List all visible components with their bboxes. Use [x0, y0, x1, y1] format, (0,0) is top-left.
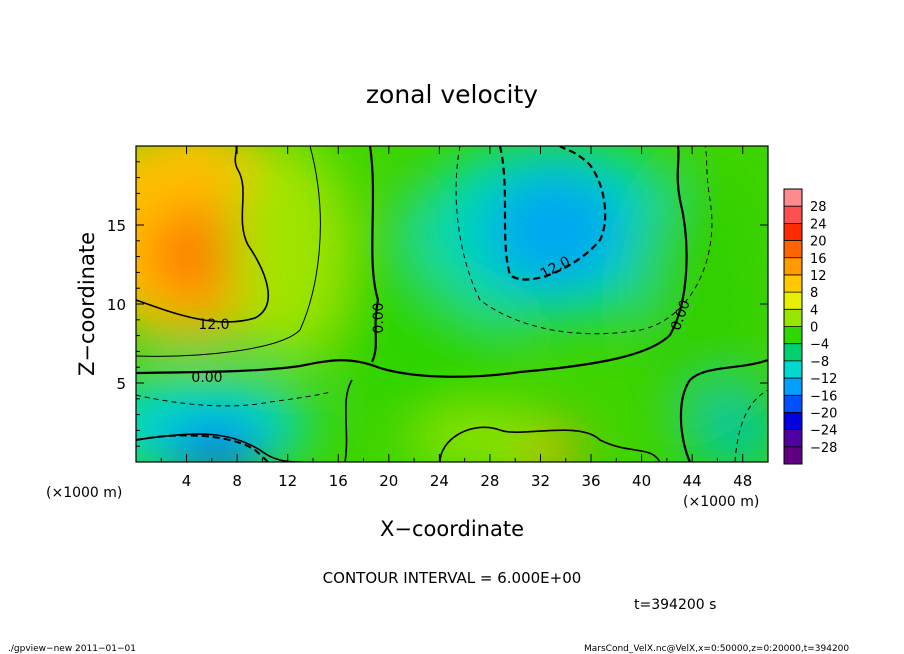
y-axis-title: Z−coordinate [75, 232, 99, 376]
contour-label: 0.00 [191, 370, 222, 386]
plus12-contour [136, 146, 270, 323]
zero-contour [136, 433, 301, 462]
x-tick-label: 44 [683, 472, 702, 490]
colorbar-swatch [784, 343, 802, 362]
x-axis: 4 8 12 16 20 24 28 32 36 40 44 48 [160, 146, 752, 490]
x-tick-label: 28 [480, 472, 499, 490]
colorbar-label: −24 [810, 424, 837, 439]
minus12-contour [498, 146, 607, 281]
colorbar-swatch [784, 395, 802, 413]
footer-left: ./gpview−new 2011−01−01 [8, 644, 136, 654]
colorbar-swatch [784, 189, 802, 207]
x-tick-label: 20 [379, 472, 398, 490]
x-axis-unit: (×1000 m) [46, 485, 122, 501]
colorbar-swatch [784, 429, 802, 448]
colorbar-swatch [784, 292, 802, 310]
y-tick-label: 10 [107, 296, 126, 314]
colorbar-swatch [784, 412, 802, 430]
colorbar-label: 8 [810, 286, 818, 301]
colorbar-swatch [784, 326, 802, 344]
contour-label: 0.00 [371, 302, 387, 333]
colorbar-label: 12 [810, 269, 827, 284]
colorbar-label: −20 [810, 406, 837, 421]
colorbar-swatch [784, 360, 802, 379]
velocity-field [136, 146, 768, 462]
contour-label: 12.0 [198, 317, 229, 333]
colorbar-swatch [784, 274, 802, 293]
x-tick-label: 32 [531, 472, 550, 490]
colorbar-swatch [784, 446, 802, 465]
zero-contour [136, 146, 688, 378]
minus6-contour [455, 146, 713, 335]
colorbar: 28 24 20 16 12 8 4 0 −4 −8 −12 −16 −20 −24 −28 [783, 188, 837, 465]
y-tick-label: 5 [116, 375, 126, 393]
minus6-contour [734, 389, 768, 462]
colorbar-label: −8 [810, 355, 829, 370]
colorbar-label: 4 [810, 303, 818, 318]
contour-interval-note: CONTOUR INTERVAL = 6.000E+00 [323, 569, 582, 587]
chart-title: zonal velocity [366, 80, 538, 109]
y-axis-unit: (×1000 m) [683, 494, 759, 510]
contour-label-group: 0.00 [191, 370, 222, 386]
x-axis-title: X−coordinate [380, 517, 524, 541]
time-label: t=394200 s [634, 597, 716, 613]
colorbar-label: 20 [810, 235, 827, 250]
colorbar-label: 28 [810, 200, 827, 215]
x-tick-label: 4 [182, 472, 192, 490]
colorbar-swatch [784, 257, 802, 276]
colorbar-swatch [784, 378, 802, 396]
colorbar-swatch [784, 240, 802, 259]
zero-contour [679, 358, 768, 462]
x-tick-label: 8 [232, 472, 242, 490]
x-tick-label: 12 [278, 472, 297, 490]
x-tick-label: 24 [430, 472, 449, 490]
x-tick-label: 36 [581, 472, 600, 490]
colorbar-label: −12 [810, 372, 837, 387]
colorbar-swatch [784, 309, 802, 327]
minus6-contour [136, 391, 331, 407]
colorbar-label: −28 [810, 441, 837, 456]
colorbar-label: −16 [810, 389, 837, 404]
x-tick-label: 16 [329, 472, 348, 490]
colorbar-label: 16 [810, 252, 827, 267]
minus12-contour [136, 434, 269, 462]
colorbar-swatch [784, 223, 802, 241]
y-axis: 5 10 15 [107, 161, 768, 447]
y-tick-label: 15 [107, 217, 126, 235]
footer-right: MarsCond_VelX.nc@VelX,x=0:50000,z=0:2000… [584, 644, 849, 654]
colorbar-label: 24 [810, 217, 827, 232]
x-tick-label: 48 [733, 472, 752, 490]
colorbar-label: 0 [810, 321, 818, 336]
contour-lines [136, 146, 768, 462]
zero-contour [368, 146, 380, 363]
colorbar-label: −4 [810, 338, 829, 353]
contour-label-group: 0.00 [371, 302, 387, 333]
zero-contour [344, 379, 661, 462]
colorbar-swatch [784, 206, 802, 224]
plus6-contour [136, 146, 321, 357]
contour-label-group: 12.0 [198, 317, 229, 333]
x-tick-label: 40 [632, 472, 651, 490]
